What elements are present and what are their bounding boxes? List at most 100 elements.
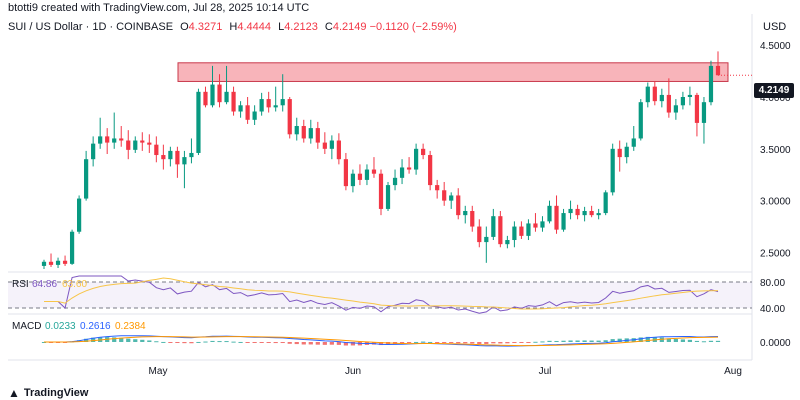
macd-histogram-bar (84, 338, 89, 342)
macd-histogram-bar (533, 341, 538, 343)
candle-body (428, 155, 433, 186)
rsi-ma-value: 63.60 (62, 279, 87, 290)
candle-body (147, 142, 152, 145)
macd-histogram-bar (210, 340, 215, 342)
macd-histogram-bar (645, 336, 650, 342)
macd-value: 0.2616 (80, 321, 111, 332)
low-value: 4.2123 (284, 21, 318, 33)
candle-body (708, 65, 714, 103)
candle-body (301, 126, 306, 139)
candle-body (294, 126, 299, 135)
macd-histogram-bar (442, 342, 447, 343)
candle-body (385, 185, 391, 209)
macd-histogram-bar (505, 342, 510, 344)
macd-histogram-bar (519, 342, 524, 343)
rsi-tick-label: 80.00 (760, 278, 785, 289)
candle-body (91, 143, 96, 160)
candle-body (48, 261, 54, 265)
candle-body (484, 236, 489, 243)
candle-body (41, 261, 47, 266)
candle-body (687, 94, 693, 97)
candle-body (413, 148, 419, 170)
macd-histogram-bar (224, 341, 229, 343)
candle-body (610, 148, 615, 193)
candle-body (217, 84, 222, 103)
candle-body (154, 144, 159, 156)
candle-body (175, 150, 180, 165)
candle-body (533, 223, 538, 228)
macd-histogram-bar (112, 337, 117, 342)
macd-histogram-bar (449, 342, 454, 343)
macd-histogram-bar (603, 340, 608, 342)
candle-body (308, 128, 313, 139)
candle-body (98, 136, 103, 144)
macd-histogram-bar (189, 342, 194, 344)
macd-histogram-bar (638, 337, 643, 342)
macd-histogram-bar (673, 338, 678, 342)
candle-body (126, 140, 131, 150)
macd-histogram-bar (484, 342, 489, 344)
candle-body (196, 91, 201, 153)
candle-body (140, 140, 145, 143)
macd-histogram-bar (512, 342, 517, 343)
macd-histogram-bar (582, 340, 587, 342)
rsi-label: RSI (12, 279, 29, 290)
candle-body (603, 192, 608, 214)
candle-body (589, 211, 594, 216)
candle-body (203, 91, 208, 106)
macd-histogram-bar (589, 340, 594, 342)
low-label: L (278, 21, 285, 33)
open-value: 4.3271 (188, 21, 223, 33)
macd-histogram-bar (336, 342, 341, 345)
symbol-header: SUI / US Dollar · 1D · COINBASE O4.3271 … (8, 21, 457, 33)
macd-tick-label: 0.0000 (760, 338, 791, 349)
macd-histogram-bar (610, 339, 615, 342)
macd-histogram-bar (435, 342, 440, 343)
candle-body (512, 226, 517, 241)
candle-body (659, 94, 664, 102)
candle-body (245, 105, 250, 120)
macd-histogram-bar (175, 342, 180, 343)
candle-body (582, 211, 587, 216)
macd-histogram-bar (245, 342, 250, 343)
macd-histogram-bar (259, 342, 264, 343)
macd-histogram-bar (378, 342, 384, 346)
macd-histogram-bar (343, 342, 349, 346)
macd-histogram-bar (470, 342, 475, 344)
macd-histogram-bar (540, 341, 545, 343)
candle-body (526, 223, 531, 236)
signal-value: 0.2384 (115, 321, 146, 332)
candle-body (273, 105, 278, 108)
macd-histogram-bar (526, 342, 531, 343)
resistance-zone (177, 62, 729, 82)
last-price-tag: 4.2149 (754, 83, 794, 98)
price-tick-label: 2.5000 (760, 248, 791, 259)
macd-histogram-bar (301, 342, 306, 345)
candle-body (399, 167, 405, 178)
macd-histogram-bar (554, 340, 559, 342)
candle-body (287, 99, 292, 135)
candle-body (435, 185, 440, 191)
candle-body (715, 65, 721, 76)
rsi-tick-label: 40.00 (760, 304, 785, 315)
macd-histogram-bar (428, 341, 433, 343)
macd-histogram-bar (498, 342, 503, 344)
candle-body (168, 150, 173, 160)
macd-histogram-bar (168, 342, 173, 343)
macd-histogram-bar (694, 340, 700, 342)
candle-body (491, 216, 496, 237)
candle-body (554, 205, 559, 230)
macd-histogram-bar (161, 341, 166, 343)
rsi-ma-line (44, 277, 719, 310)
candle-body (259, 99, 264, 112)
macd-histogram-bar (687, 339, 693, 342)
candle-body (350, 173, 356, 187)
candle-body (371, 169, 377, 174)
candle-body (119, 138, 124, 141)
signal-line (43, 336, 719, 347)
time-tick-label: Jul (539, 366, 552, 377)
candle-body (76, 198, 82, 232)
macd-histogram-bar (196, 341, 201, 343)
candle-body (694, 94, 700, 123)
